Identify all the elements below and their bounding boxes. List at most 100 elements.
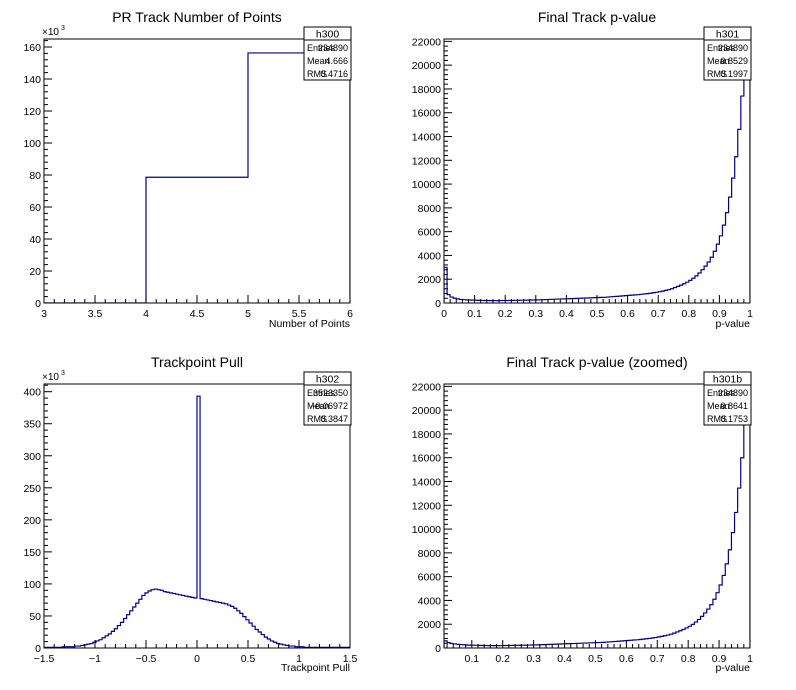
y-tick-label: 20000 bbox=[412, 405, 441, 417]
y-tick-label: 300 bbox=[23, 451, 41, 463]
y-tick-label: 60 bbox=[29, 202, 41, 214]
stats-row-value: 0.1997 bbox=[720, 69, 748, 79]
x-tick-label: 0.1 bbox=[467, 308, 482, 320]
y-tick-label: 16000 bbox=[412, 108, 441, 120]
stats-row-value: 0.8641 bbox=[720, 401, 748, 411]
y-tick-label: 50 bbox=[29, 611, 41, 623]
y-tick-label: 4000 bbox=[418, 595, 442, 607]
stats-row-value: 0.3847 bbox=[320, 414, 348, 424]
y-tick-label: 12000 bbox=[412, 155, 441, 167]
x-tick-label: 0 bbox=[441, 308, 447, 320]
stats-row-label: Mean bbox=[307, 56, 330, 66]
y-tick-label: 0 bbox=[435, 298, 441, 310]
y-tick-label: 350 bbox=[23, 419, 41, 431]
x-tick-label: 0.6 bbox=[620, 308, 635, 320]
stats-row-label: Entries bbox=[707, 388, 736, 398]
stats-row-value: 234890 bbox=[718, 388, 748, 398]
x-tick-label: 0.7 bbox=[650, 653, 665, 665]
y-tick-label: 10000 bbox=[412, 524, 441, 536]
x-tick-label: 1 bbox=[747, 308, 753, 320]
stats-row-label: Mean bbox=[707, 401, 730, 411]
x-axis-label: p-value bbox=[716, 318, 751, 330]
x-tick-label: 0.9 bbox=[712, 653, 727, 665]
x-tick-label: 4 bbox=[143, 308, 149, 320]
histogram-series-h301 bbox=[444, 39, 750, 303]
y-tick-label: 12000 bbox=[412, 500, 441, 512]
x-tick-label: 3.5 bbox=[88, 308, 103, 320]
y-tick-label: 0 bbox=[35, 643, 41, 655]
x-tick-label: 3 bbox=[41, 308, 47, 320]
stats-box-frame bbox=[703, 371, 752, 426]
histogram-series-h300 bbox=[44, 52, 350, 303]
x-axis-label: Number of Points bbox=[269, 318, 350, 330]
histogram-series-h301b bbox=[444, 391, 750, 648]
x-tick-label: −0.5 bbox=[136, 653, 157, 665]
x-tick-label: 0.2 bbox=[498, 308, 513, 320]
x-tick-label: 0.3 bbox=[528, 308, 543, 320]
x-tick-label: 0.8 bbox=[681, 653, 696, 665]
x-tick-label: 5 bbox=[245, 308, 251, 320]
stats-box-frame bbox=[303, 371, 352, 426]
x-tick-label: 0.8 bbox=[681, 308, 696, 320]
stats-row-label: RMS bbox=[707, 69, 727, 79]
x-tick-label: 0.4 bbox=[557, 653, 572, 665]
y-tick-label: 8000 bbox=[418, 548, 442, 560]
stats-row-label: Entries bbox=[307, 43, 336, 53]
chart-title: Final Track p-value bbox=[538, 9, 656, 25]
x-tick-label: 0 bbox=[194, 653, 200, 665]
y-tick-label: 250 bbox=[23, 483, 41, 495]
chart-title: Trackpoint Pull bbox=[151, 354, 243, 370]
x-tick-label: 0.6 bbox=[619, 653, 634, 665]
y-tick-label: 0 bbox=[35, 298, 41, 310]
y-tick-label: 2000 bbox=[418, 619, 442, 631]
y-tick-label: 8000 bbox=[418, 203, 442, 215]
stats-box-name: h302 bbox=[316, 374, 340, 386]
x-tick-label: 0.2 bbox=[495, 653, 510, 665]
y-tick-label: 16000 bbox=[412, 453, 441, 465]
y-tick-label: 14000 bbox=[412, 132, 441, 144]
histogram-panel-h300: PR Track Number of Points 0 20 40 60 80 100 120… bbox=[23, 9, 353, 330]
y-tick-label: 80 bbox=[29, 170, 41, 182]
stats-box-name: h301 bbox=[716, 29, 740, 41]
y-exponent-power: 3 bbox=[61, 25, 65, 32]
y-tick-label: 10000 bbox=[412, 179, 441, 191]
y-tick-label: 22000 bbox=[412, 36, 441, 48]
x-tick-label: 5.5 bbox=[292, 308, 307, 320]
stats-row-label: Mean bbox=[307, 401, 330, 411]
y-tick-label: 20000 bbox=[412, 60, 441, 72]
x-tick-label: 0.1 bbox=[465, 653, 480, 665]
chart-title: Final Track p-value (zoomed) bbox=[506, 354, 687, 370]
y-tick-label: 20 bbox=[29, 266, 41, 278]
y-tick-label: 14000 bbox=[412, 477, 441, 489]
stats-box-name: h301b bbox=[713, 374, 742, 386]
y-tick-label: 4000 bbox=[418, 250, 442, 262]
y-tick-label: 18000 bbox=[412, 429, 441, 441]
stats-box-frame bbox=[703, 26, 752, 81]
x-tick-label: 0.7 bbox=[651, 308, 666, 320]
x-tick-label: 0.3 bbox=[526, 653, 541, 665]
y-tick-label: 2000 bbox=[418, 274, 442, 286]
stats-row-value: −0.06972 bbox=[310, 401, 348, 411]
y-tick-label: 120 bbox=[23, 106, 41, 118]
x-tick-label: 0.5 bbox=[241, 653, 256, 665]
histogram-panel-h301: Final Track p-value 0 2000 4000 6000 8000 1000… bbox=[412, 9, 753, 330]
stats-row-label: Entries bbox=[707, 43, 736, 53]
histogram-series-h302 bbox=[44, 395, 350, 648]
x-tick-label: −1 bbox=[89, 653, 101, 665]
stats-row-value: 234890 bbox=[318, 43, 348, 53]
y-tick-label: 6000 bbox=[418, 572, 442, 584]
y-tick-label: 6000 bbox=[418, 227, 442, 239]
stats-box-name: h300 bbox=[316, 29, 340, 41]
x-tick-label: 6 bbox=[347, 308, 353, 320]
y-exponent-label: ×10 bbox=[42, 372, 59, 383]
y-tick-label: 200 bbox=[23, 515, 41, 527]
stats-box-frame bbox=[303, 26, 352, 81]
y-exponent-power: 3 bbox=[61, 370, 65, 377]
x-tick-label: 1 bbox=[747, 653, 753, 665]
x-tick-label: 1.5 bbox=[343, 653, 358, 665]
